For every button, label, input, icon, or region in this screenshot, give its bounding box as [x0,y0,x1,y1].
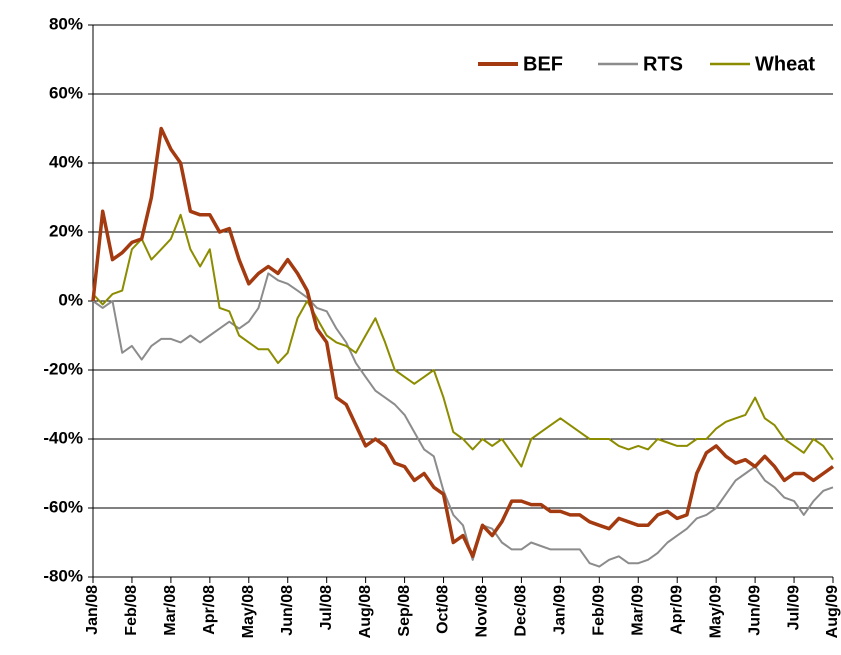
x-tick-label: Nov/08 [474,585,491,638]
x-tick-label: Aug/08 [357,585,374,638]
x-tick-label: Jan/09 [552,585,569,635]
x-tick-label: Jun/09 [746,585,763,636]
x-tick-label: May/08 [240,585,257,638]
x-tick-label: Aug/09 [824,585,841,638]
y-tick-label: 20% [49,221,83,240]
y-tick-label: 80% [49,14,83,33]
x-tick-label: Oct/08 [435,585,452,634]
y-tick-label: -20% [43,359,83,378]
x-tick-label: May/09 [707,585,724,638]
series-line [91,126,835,559]
y-tick-label: -80% [43,566,83,585]
legend-label: RTS [643,53,683,75]
y-tick-label: 60% [49,83,83,102]
x-tick-label: Mar/09 [629,585,646,636]
legend-label: BEF [523,53,563,75]
x-tick-label: Jan/08 [84,585,101,635]
x-tick-label: Dec/08 [513,585,530,637]
legend-label: Wheat [755,53,815,75]
x-tick-label: Jun/08 [279,585,296,636]
x-tick-label: Mar/08 [162,585,179,636]
x-tick-label: Sep/08 [396,585,413,637]
x-tick-label: Jul/08 [318,585,335,630]
x-tick-label: Feb/09 [591,585,608,636]
x-tick-label: Feb/08 [123,585,140,636]
series-line [92,272,834,568]
y-tick-label: 40% [49,152,83,171]
series-line [92,213,834,468]
y-tick-label: 0% [58,290,83,309]
x-tick-label: Apr/08 [201,585,218,635]
x-tick-label: Jul/09 [785,585,802,630]
y-tick-label: -40% [43,428,83,447]
y-tick-label: -60% [43,497,83,516]
x-tick-label: Apr/09 [668,585,685,635]
